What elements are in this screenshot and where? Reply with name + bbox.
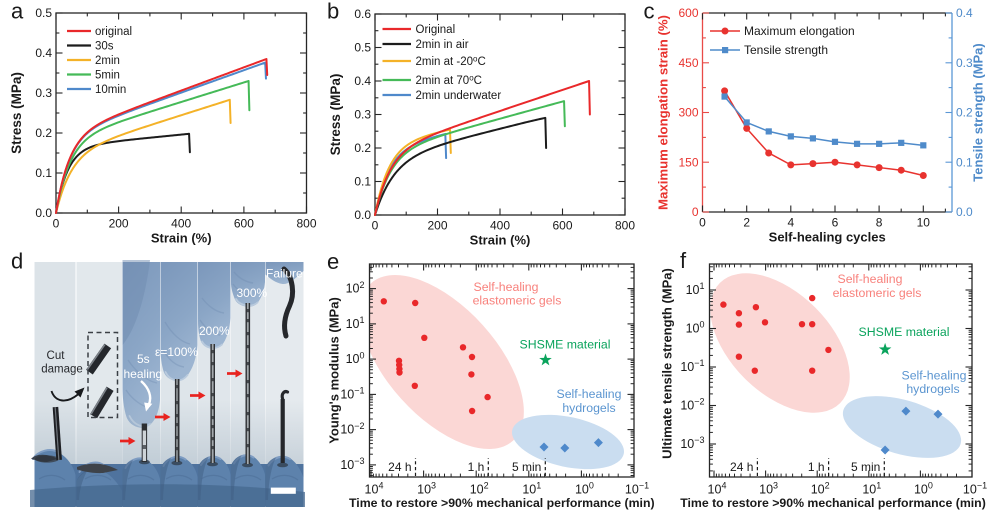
svg-text:0.3: 0.3 (35, 86, 52, 100)
svg-text:1 h: 1 h (468, 460, 485, 474)
svg-text:10min: 10min (95, 84, 126, 96)
svg-text:800: 800 (296, 217, 316, 231)
svg-text:600: 600 (234, 217, 254, 231)
svg-text:hydrogels: hydrogels (562, 401, 615, 415)
svg-text:4: 4 (787, 216, 794, 230)
svg-text:Tensile strength (MPa): Tensile strength (MPa) (971, 43, 986, 181)
svg-text:original: original (95, 26, 132, 38)
svg-text:0.3: 0.3 (354, 108, 371, 122)
svg-text:0.2: 0.2 (354, 141, 371, 155)
svg-text:Young's modulus (MPa): Young's modulus (MPa) (327, 297, 342, 444)
svg-text:e: e (327, 249, 339, 274)
svg-text:Stress (MPa): Stress (MPa) (9, 72, 24, 154)
svg-text:0.3: 0.3 (956, 56, 973, 70)
svg-text:hydrogels: hydrogels (906, 382, 959, 396)
svg-text:0.4: 0.4 (956, 6, 973, 20)
svg-text:2: 2 (743, 216, 750, 230)
svg-text:30s: 30s (95, 41, 114, 53)
svg-text:Original: Original (416, 24, 456, 36)
svg-text:5 min: 5 min (851, 460, 880, 474)
svg-text:Tensile strength: Tensile strength (744, 43, 828, 57)
svg-text:400: 400 (490, 219, 510, 233)
svg-text:d: d (11, 249, 23, 274)
svg-text:0.5: 0.5 (354, 41, 371, 55)
svg-text:Strain (%): Strain (%) (470, 233, 531, 248)
svg-text:300%: 300% (237, 286, 268, 300)
svg-text:150: 150 (678, 155, 698, 169)
svg-text:Failure: Failure (266, 267, 303, 281)
svg-text:2min in air: 2min in air (416, 39, 469, 51)
svg-text:0.5: 0.5 (35, 6, 52, 20)
svg-text:c: c (644, 0, 655, 24)
svg-text:Cut: Cut (47, 350, 66, 362)
svg-text:0: 0 (692, 205, 699, 219)
svg-text:0.0: 0.0 (35, 206, 52, 220)
svg-text:300: 300 (678, 106, 698, 120)
svg-text:2min: 2min (95, 55, 120, 67)
svg-text:0.1: 0.1 (956, 155, 973, 169)
svg-text:200: 200 (427, 219, 447, 233)
svg-text:24 h: 24 h (730, 460, 753, 474)
svg-text:0.1: 0.1 (35, 166, 52, 180)
svg-text:Self-healing: Self-healing (838, 272, 903, 286)
svg-text:Strain (%): Strain (%) (151, 231, 212, 246)
svg-text:SHSME material: SHSME material (859, 325, 950, 339)
svg-text:0.1: 0.1 (354, 175, 371, 189)
svg-text:healing: healing (124, 367, 163, 381)
svg-text:2min underwater: 2min underwater (416, 90, 502, 102)
svg-text:SHSME material: SHSME material (520, 338, 611, 352)
svg-text:a: a (11, 0, 24, 24)
svg-text:f: f (680, 248, 687, 273)
svg-text:damage: damage (41, 364, 83, 376)
svg-text:0: 0 (699, 216, 706, 230)
svg-text:5min: 5min (95, 70, 120, 82)
svg-text:1 h: 1 h (808, 460, 825, 474)
svg-text:Maximum elongation strain (%): Maximum elongation strain (%) (656, 15, 671, 210)
svg-text:0: 0 (53, 217, 60, 231)
svg-text:0.0: 0.0 (354, 208, 371, 222)
svg-text:Self-healing: Self-healing (474, 280, 539, 294)
svg-text:0.4: 0.4 (35, 46, 52, 60)
svg-text:elastomeric gels: elastomeric gels (833, 286, 922, 300)
svg-text:24 h: 24 h (388, 460, 411, 474)
svg-text:elastomeric gels: elastomeric gels (473, 294, 562, 308)
svg-text:8: 8 (876, 216, 883, 230)
svg-text:Stress (MPa): Stress (MPa) (328, 74, 343, 156)
svg-text:2min at -20oC: 2min at -20oC (416, 55, 486, 69)
svg-text:0.6: 0.6 (354, 7, 371, 21)
svg-text:2min at 70oC: 2min at 70oC (416, 74, 482, 88)
svg-text:200%: 200% (199, 324, 230, 338)
svg-text:0.4: 0.4 (354, 74, 371, 88)
svg-text:Maximum elongation: Maximum elongation (744, 24, 855, 38)
svg-text:800: 800 (615, 219, 635, 233)
svg-text:0.0: 0.0 (956, 205, 973, 219)
svg-text:10: 10 (917, 216, 931, 230)
svg-text:400: 400 (171, 217, 191, 231)
svg-text:5 min: 5 min (512, 460, 541, 474)
svg-text:6: 6 (832, 216, 839, 230)
svg-text:0: 0 (372, 219, 379, 233)
svg-text:ε=100%: ε=100% (155, 345, 198, 359)
svg-text:Self-healing cycles: Self-healing cycles (769, 230, 886, 245)
svg-text:0.2: 0.2 (956, 106, 973, 120)
svg-text:Time to restore >90% mechanica: Time to restore >90% mechanical performa… (680, 496, 986, 510)
svg-text:5s: 5s (137, 352, 150, 366)
svg-text:600: 600 (678, 6, 698, 20)
svg-text:Self-healing: Self-healing (557, 387, 622, 401)
svg-text:Ultimate tensile strength (MPa: Ultimate tensile strength (MPa) (660, 268, 675, 459)
svg-text:Time to restore >90% mechanica: Time to restore >90% mechanical performa… (349, 496, 655, 510)
svg-text:200: 200 (109, 217, 129, 231)
svg-text:b: b (327, 0, 339, 23)
svg-text:450: 450 (678, 56, 698, 70)
svg-text:600: 600 (552, 219, 572, 233)
svg-text:Self-healing: Self-healing (902, 369, 967, 383)
svg-text:0.2: 0.2 (35, 126, 52, 140)
